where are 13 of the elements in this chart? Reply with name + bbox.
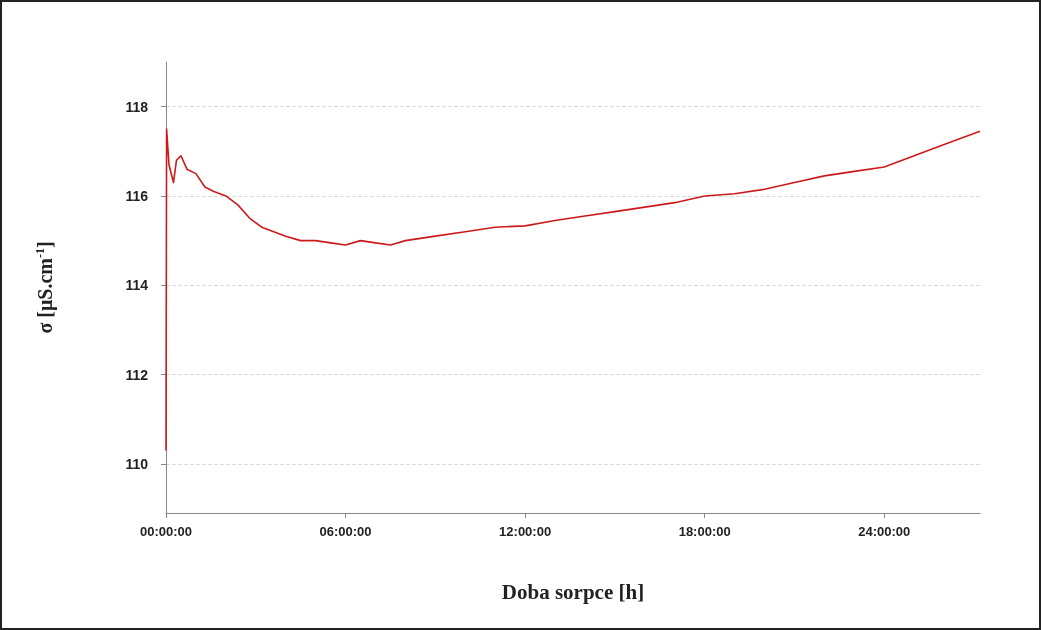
x-tick-label: 00:00:00 [139,524,193,539]
y-axis-title: σ [μS.cm-1] [33,241,57,334]
y-tick-label: 118 [125,98,149,115]
x-tick-label: 06:00:00 [319,524,372,539]
x-tick-label: 18:00:00 [678,524,731,539]
y-tick-label: 116 [125,187,149,204]
x-tick-label: 24:00:00 [858,524,911,539]
line-series [165,128,981,452]
y-tick-label: 114 [125,277,149,294]
y-tick-label: 110 [125,455,149,472]
y-tick-label: 112 [125,366,149,383]
x-axis-title: Doba sorpce [h] [501,579,645,604]
x-tick-label: 12:00:00 [499,524,552,539]
